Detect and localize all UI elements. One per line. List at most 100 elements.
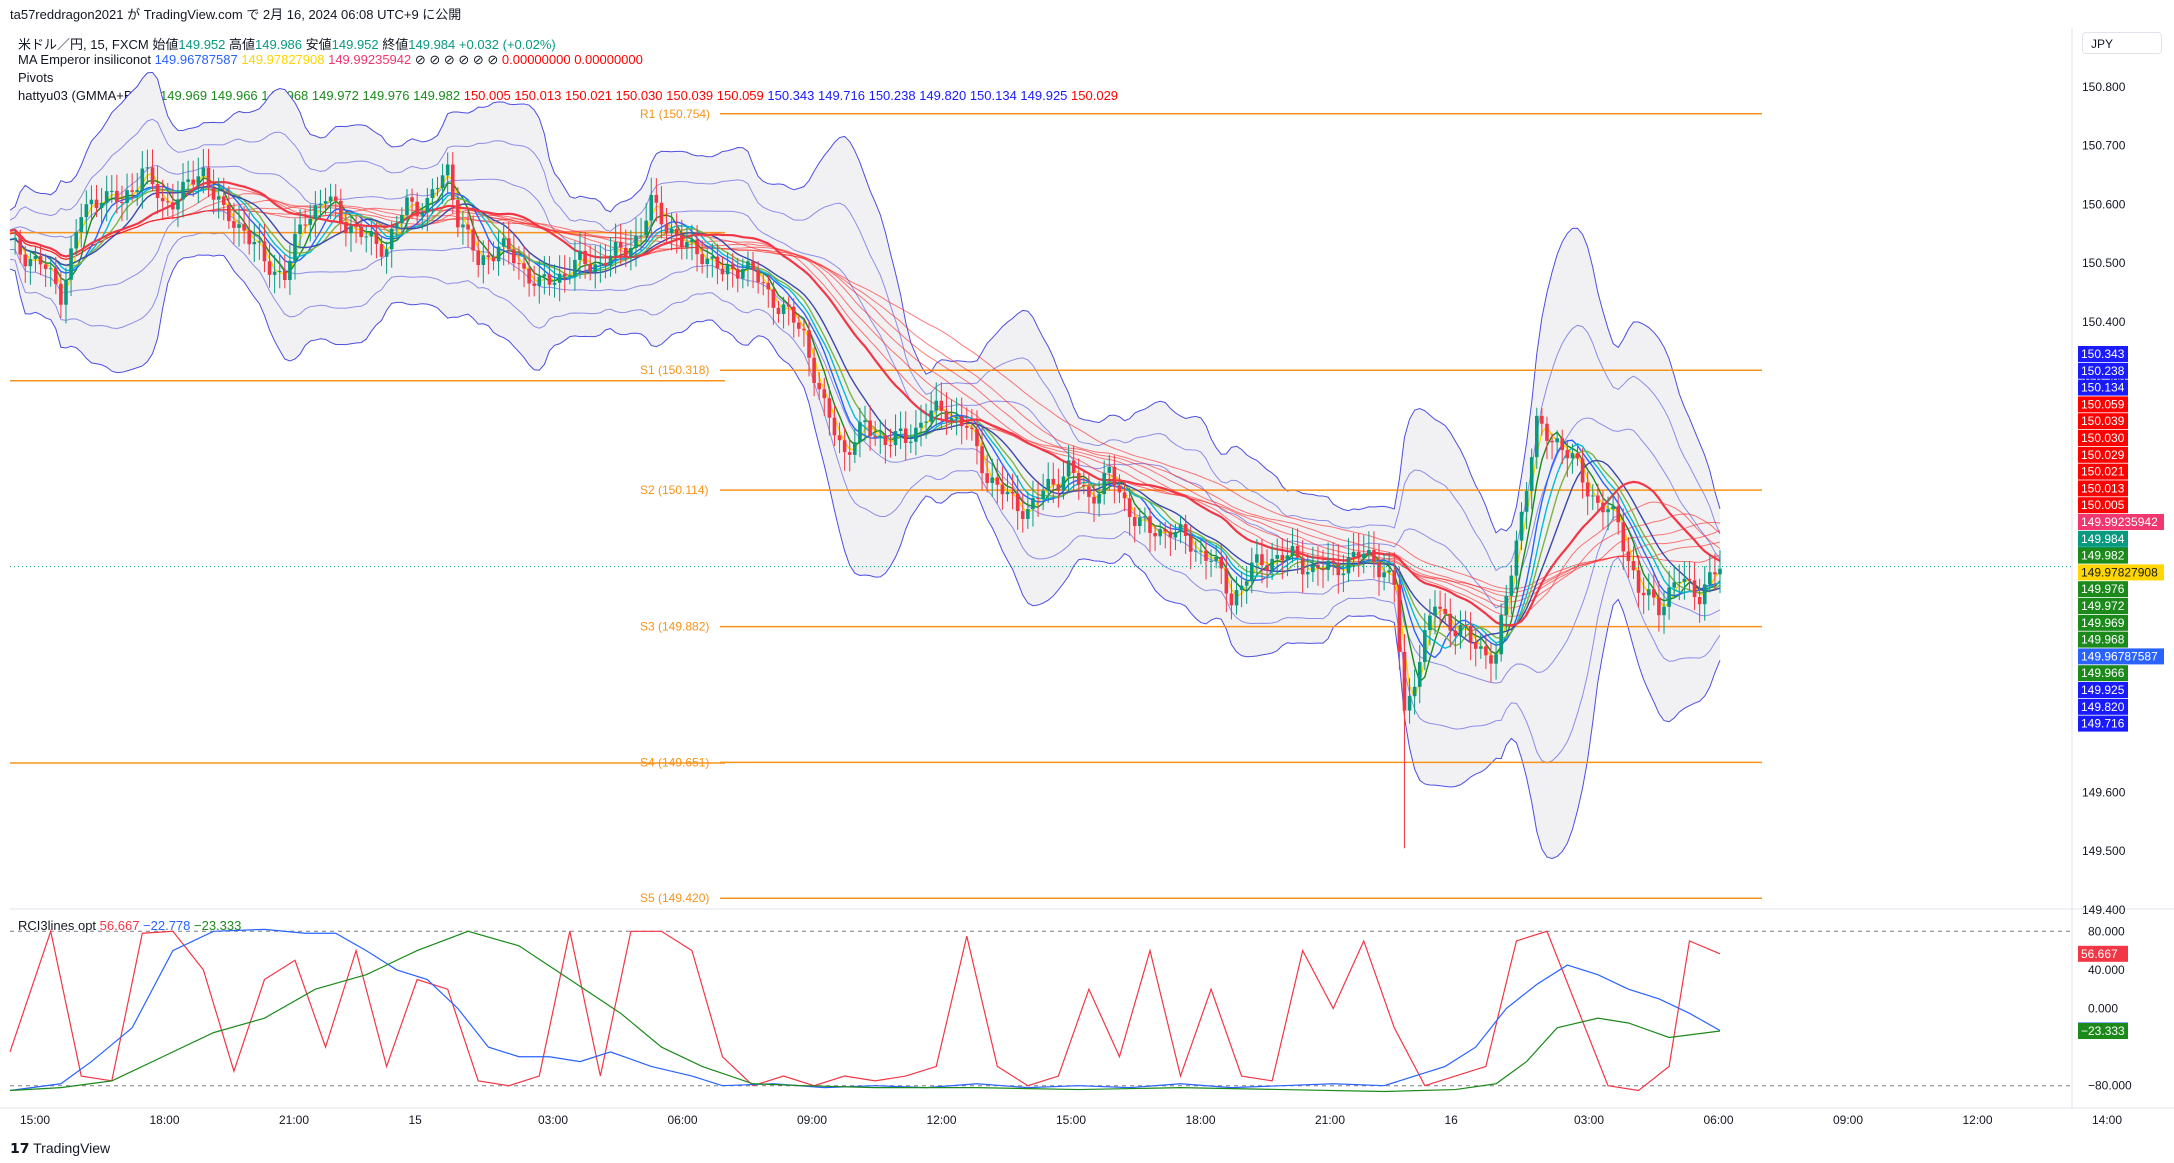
- rci-badge-label: −23.333: [2081, 1024, 2125, 1038]
- price-badge: 150.039: [2078, 413, 2128, 430]
- candle-body: [1718, 568, 1722, 575]
- ohlc-values: 始値149.952 高値149.986 安値149.952 終値149.984: [152, 37, 459, 52]
- candle-body: [165, 201, 170, 203]
- rci-line: [9, 929, 1721, 1092]
- candle-body: [1428, 615, 1432, 631]
- candle-body: [1555, 438, 1559, 443]
- rci-tick-label: −80.000: [2088, 1079, 2132, 1093]
- candle-body: [1336, 562, 1341, 576]
- candle-body: [1529, 457, 1534, 492]
- price-badge-label: 150.134: [2081, 381, 2125, 395]
- ohlc-value: 149.984: [408, 37, 456, 52]
- candle-body: [1244, 581, 1249, 586]
- candle-body: [1570, 453, 1575, 459]
- candle-body: [1010, 491, 1015, 494]
- symbol-name[interactable]: 米ドル／円, 15, FXCM: [18, 37, 149, 52]
- candle-body: [853, 442, 857, 455]
- indicator-value: 150.059: [716, 88, 768, 103]
- candle-body: [1687, 578, 1692, 581]
- price-badge: 150.021: [2078, 463, 2128, 480]
- candle-body: [1438, 606, 1442, 609]
- bollinger-band-dn-2: [9, 232, 1721, 764]
- candle-body: [150, 167, 155, 185]
- brand-label: TradingView: [33, 1140, 111, 1156]
- rci-legend[interactable]: RCI3lines opt 56.667 −22.778 −23.333: [18, 918, 241, 933]
- candle-body: [440, 175, 445, 188]
- candle-body: [929, 410, 933, 422]
- candle-body: [227, 204, 231, 222]
- indicator-value: 0.00000000: [574, 52, 643, 67]
- time-tick-label: 21:00: [279, 1113, 309, 1127]
- candle-body: [1509, 575, 1514, 596]
- candle-body: [1249, 562, 1254, 582]
- price-badge: 150.005: [2078, 497, 2128, 514]
- candle-body: [954, 416, 959, 419]
- candle-body: [1199, 550, 1203, 552]
- price-badge-bg: [2078, 362, 2128, 379]
- candle-body: [1046, 478, 1051, 491]
- currency-button[interactable]: JPY: [2082, 32, 2162, 54]
- bollinger-band-dn-3: [9, 254, 1721, 860]
- candle-body: [405, 197, 409, 215]
- rci-value: 56.667: [99, 918, 144, 933]
- indicator-value: 149.976: [362, 88, 414, 103]
- candle-body: [664, 224, 669, 234]
- candle-body: [1132, 517, 1137, 527]
- candle-body: [145, 167, 150, 169]
- indicator-value: 149.982: [413, 88, 464, 103]
- price-badge-bg: [2078, 648, 2164, 665]
- candle-body: [369, 231, 374, 237]
- candle-body: [262, 241, 267, 262]
- candle-body: [685, 242, 689, 248]
- candle-body: [1234, 590, 1239, 606]
- indicator-ma-emperor[interactable]: MA Emperor insiliconot 149.96787587 149.…: [18, 52, 643, 68]
- pivot-label: S1 (150.318): [640, 363, 709, 377]
- candle-body: [1392, 570, 1397, 585]
- candle-body: [995, 477, 1000, 485]
- time-tick-label: 18:00: [1186, 1113, 1216, 1127]
- time-tick-label: 09:00: [1833, 1113, 1863, 1127]
- candle-body: [1484, 646, 1488, 656]
- candle-body: [847, 452, 852, 455]
- candle-body: [542, 274, 547, 277]
- candle-body: [837, 435, 842, 441]
- candle-body: [700, 254, 704, 265]
- time-tick-label: 14:00: [2092, 1113, 2122, 1127]
- candle-body: [1346, 556, 1351, 574]
- candle-body: [868, 420, 872, 437]
- candle-body: [639, 235, 643, 237]
- candle-body: [873, 436, 877, 438]
- indicator-value: 149.966: [210, 88, 262, 103]
- candle-body: [481, 255, 486, 266]
- candle-body: [1494, 654, 1498, 664]
- candle-body: [1611, 506, 1615, 510]
- rci-tick-label: 40.000: [2088, 963, 2125, 977]
- candle-body: [196, 176, 201, 185]
- indicator-pivots[interactable]: Pivots: [18, 70, 53, 85]
- candle-body: [74, 232, 78, 249]
- candle-body: [924, 421, 928, 423]
- candle-body: [741, 268, 745, 279]
- candle-body: [33, 255, 38, 260]
- candle-body: [1285, 555, 1290, 561]
- candle-body: [1239, 585, 1244, 591]
- candle-body: [298, 224, 302, 234]
- price-badge-label: 150.039: [2081, 414, 2125, 428]
- candle-body: [186, 179, 190, 182]
- candle-body: [679, 235, 684, 248]
- price-badge-bg: [2078, 547, 2128, 564]
- time-tick-label: 18:00: [150, 1113, 180, 1127]
- published-by: ta57reddragon2021 が TradingView.com で 2月…: [10, 7, 462, 22]
- price-badge-bg: [2078, 430, 2128, 446]
- candle-body: [155, 184, 160, 199]
- candle-body: [659, 202, 664, 225]
- candle-body: [1514, 540, 1519, 576]
- candle-body: [333, 196, 338, 201]
- candle-body: [59, 283, 63, 305]
- candle-body: [1224, 568, 1229, 594]
- candle-body: [1672, 582, 1676, 588]
- candle-body: [1092, 496, 1096, 504]
- candle-body: [1453, 630, 1458, 637]
- candle-body: [277, 270, 282, 272]
